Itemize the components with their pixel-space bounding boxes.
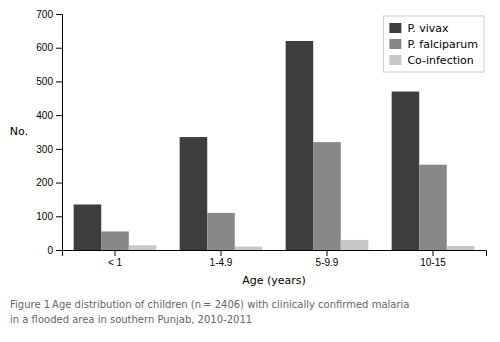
tick: 100 <box>36 211 62 222</box>
tick-label: < 1 <box>108 257 123 268</box>
tick-mark <box>56 149 62 150</box>
tick: 1-4.9 <box>210 250 233 268</box>
tick-label: 10-15 <box>420 257 446 268</box>
axis-domain <box>56 15 63 251</box>
tick: 0 <box>47 245 62 256</box>
tick-mark <box>56 14 62 15</box>
tick-mark <box>56 48 62 49</box>
tick-label: 200 <box>36 177 53 188</box>
tick: 5-9.9 <box>316 250 339 268</box>
bar <box>207 213 235 250</box>
tick-mark <box>327 250 328 256</box>
bar <box>286 41 314 250</box>
tick: 300 <box>36 144 62 155</box>
bar <box>180 137 208 250</box>
bar <box>129 245 157 250</box>
bar-series <box>74 41 420 250</box>
bar <box>341 240 369 250</box>
legend-frame <box>383 16 484 72</box>
caption: Figure 1 Age distribution of children (n… <box>10 299 409 310</box>
tick-label: 600 <box>36 42 53 53</box>
bar <box>313 142 341 250</box>
tick: 500 <box>36 76 62 87</box>
y-axis-title: No. <box>10 125 28 138</box>
x-axis-title: Age (years) <box>242 274 306 287</box>
tick-label: 100 <box>36 211 53 222</box>
legend-item: P. falciparum <box>389 38 478 51</box>
tick: < 1 <box>108 250 123 268</box>
tick: 400 <box>36 110 62 121</box>
y-axis: 0 100 200 300 400 500 600 700 <box>36 9 62 256</box>
bar <box>419 165 447 250</box>
legend-item: P. vivax <box>389 22 449 35</box>
legend-label: Co-infection <box>407 54 473 67</box>
chart: 0 100 200 300 400 500 600 700 < 1 1-4.9 5-9.9 10-15… <box>0 0 500 342</box>
bar-series <box>101 142 447 250</box>
tick-mark <box>221 250 222 256</box>
legend-swatch <box>389 23 401 33</box>
tick-label: 300 <box>36 144 53 155</box>
axis-domain <box>63 251 487 257</box>
tick-mark <box>56 250 62 251</box>
tick-label: 1-4.9 <box>210 257 233 268</box>
bar <box>235 247 263 250</box>
bar <box>447 246 475 250</box>
tick-label: 0 <box>47 245 53 256</box>
tick-label: 400 <box>36 110 53 121</box>
tick-mark <box>433 250 434 256</box>
bar-series <box>129 240 475 250</box>
tick-mark <box>56 81 62 82</box>
tick-label: 700 <box>36 9 53 20</box>
legend-item: Co-infection <box>389 54 473 67</box>
tick: 10-15 <box>420 250 446 268</box>
x-axis: < 1 1-4.9 5-9.9 10-15 <box>63 250 487 268</box>
tick: 200 <box>36 177 62 188</box>
legend-swatch <box>389 39 401 49</box>
legend: P. vivax P. falciparum Co-infection <box>383 16 484 72</box>
legend-label: P. vivax <box>407 22 449 35</box>
plot-area: 0 100 200 300 400 500 600 700 < 1 1-4.9 5-9.9 10-15… <box>36 9 486 268</box>
tick-label: 5-9.9 <box>316 257 339 268</box>
tick: 600 <box>36 42 62 53</box>
legend-swatch <box>389 55 401 65</box>
caption: in a flooded area in southern Punjab, 20… <box>10 314 252 325</box>
tick-mark <box>115 250 116 256</box>
legend-label: P. falciparum <box>407 38 478 51</box>
tick: 700 <box>36 9 62 20</box>
tick-label: 500 <box>36 76 53 87</box>
bar <box>101 231 129 250</box>
bar <box>74 204 102 250</box>
tick-mark <box>56 115 62 116</box>
tick-mark <box>56 216 62 217</box>
bar <box>392 92 420 250</box>
tick-mark <box>56 183 62 184</box>
